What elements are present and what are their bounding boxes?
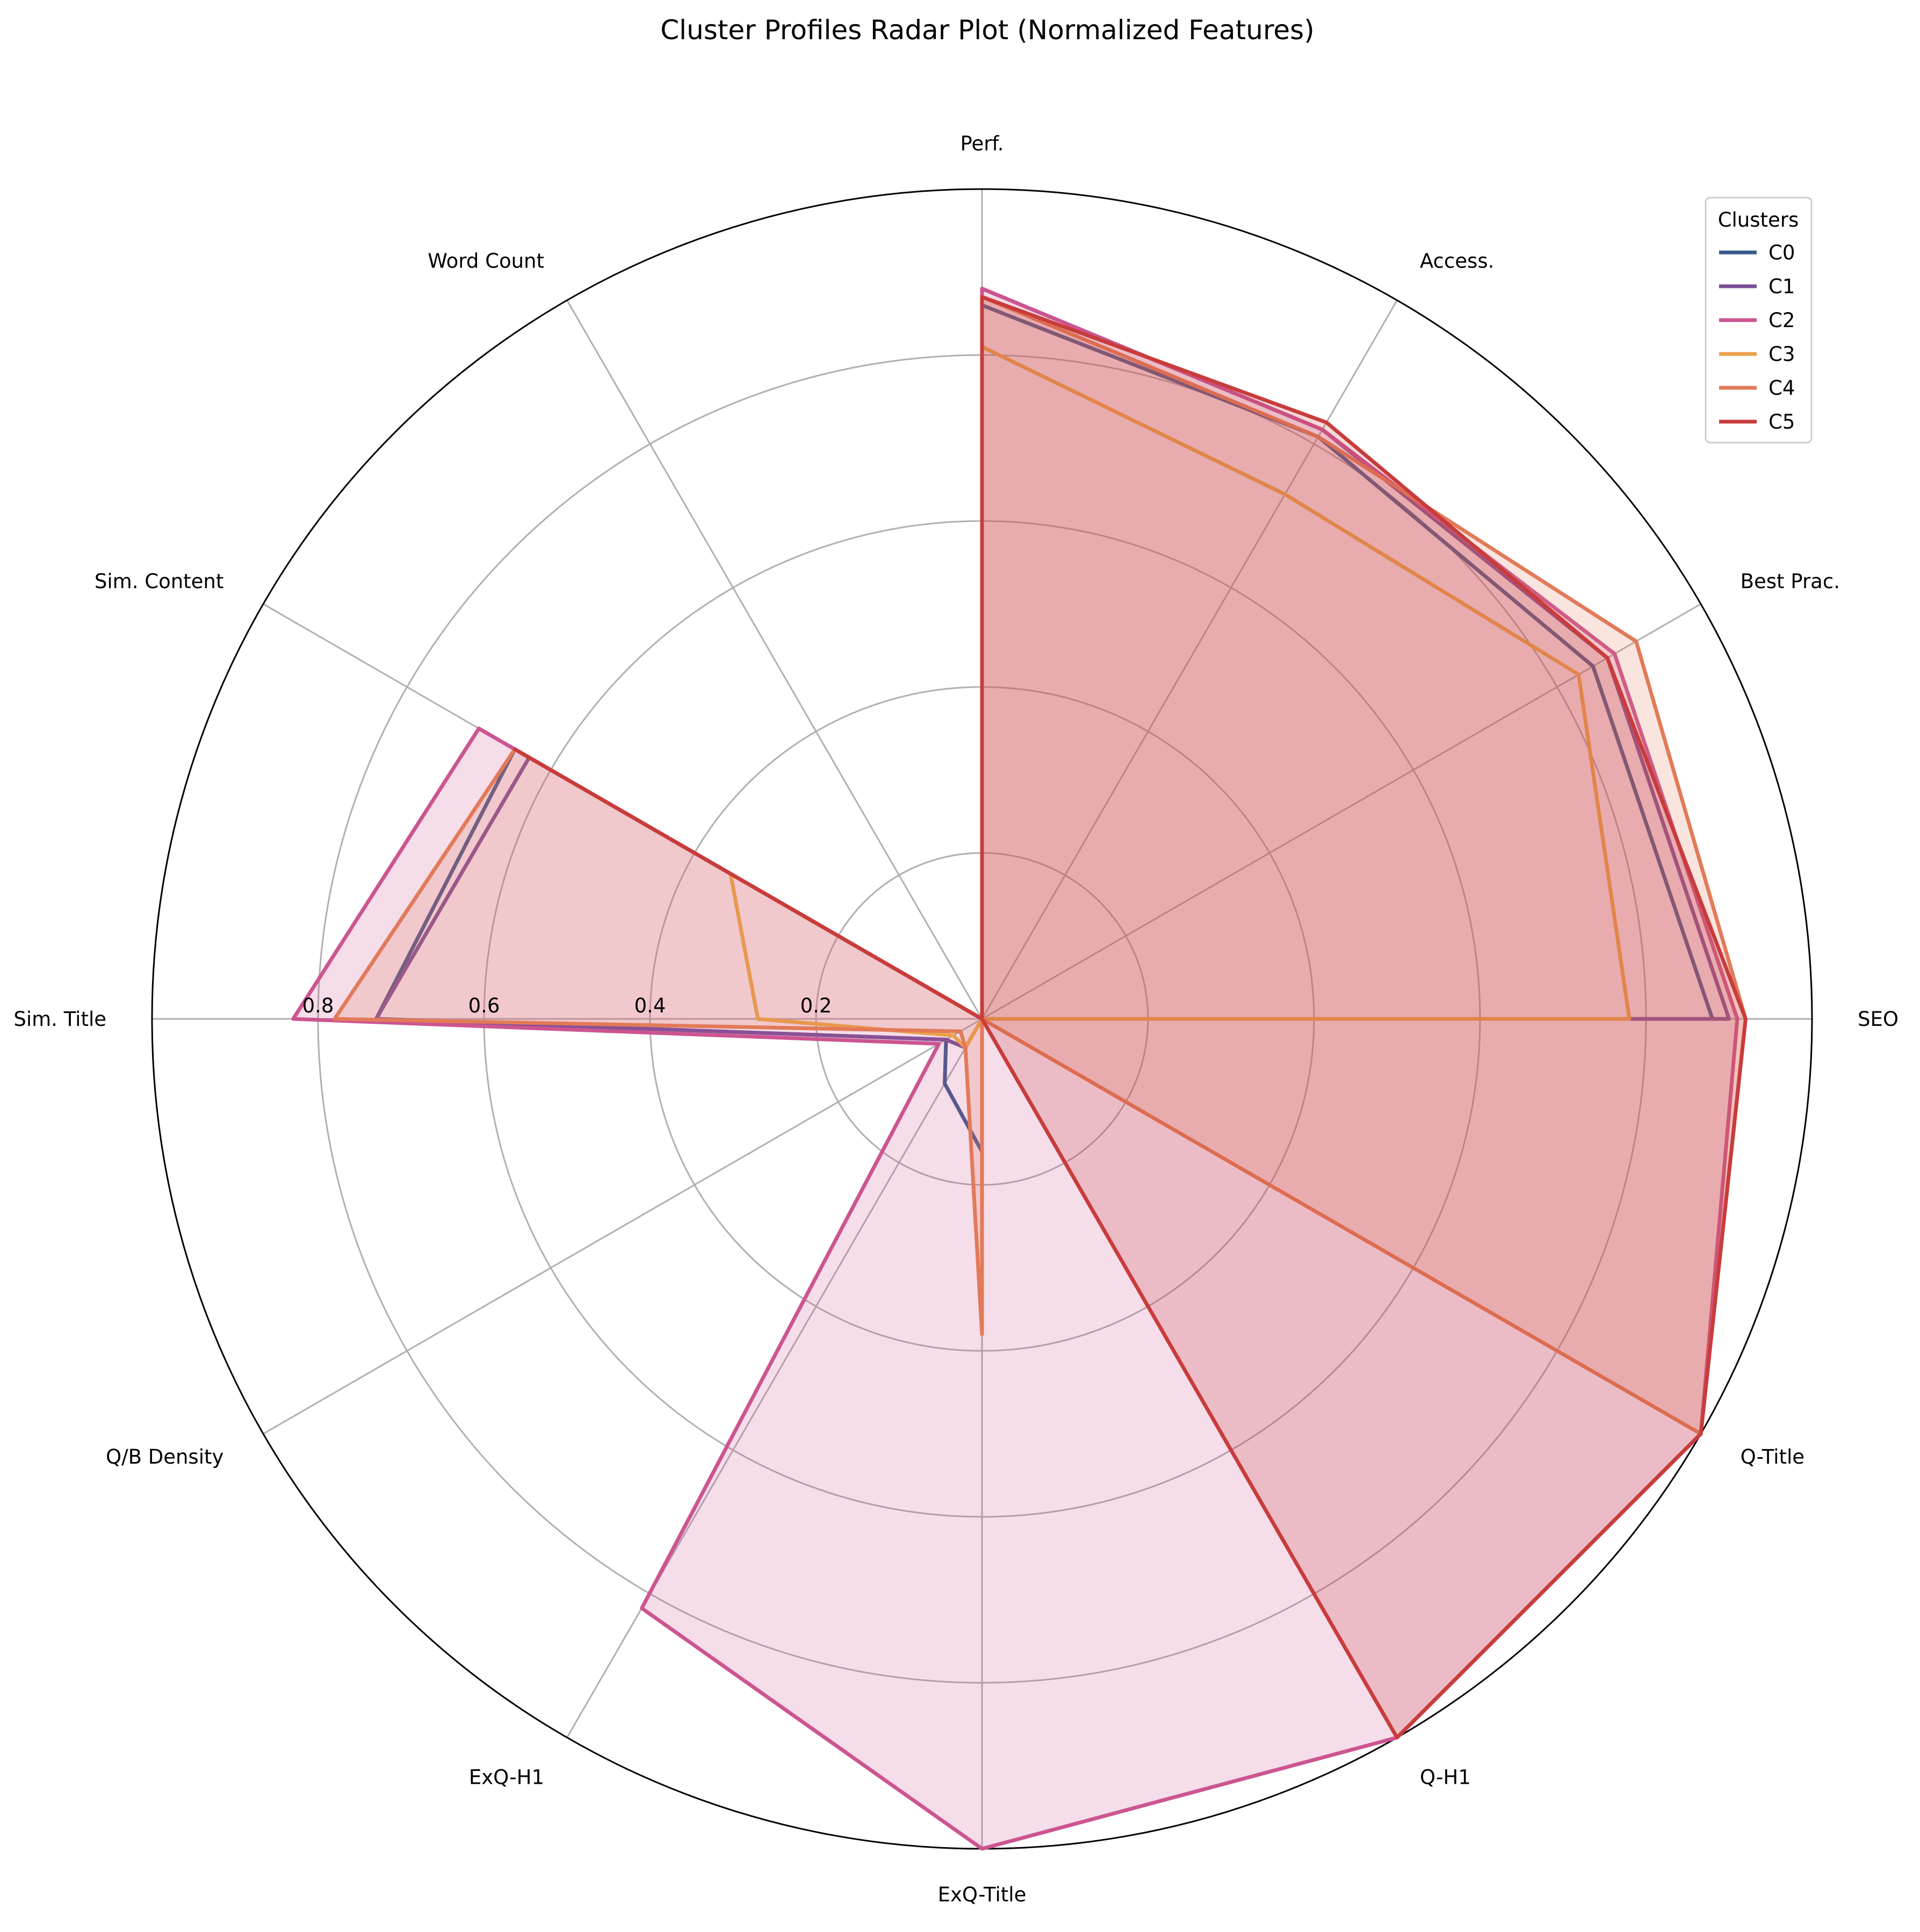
- radar-labels: Perf. Access. Best Prac. SEO Q-Title Q-H1 ExQ-…: [13, 132, 1899, 1906]
- series-line-c2: [291, 286, 1739, 1851]
- axis-label-q-h1: Q-H1: [1420, 1766, 1471, 1789]
- legend-label-c2: C2: [1769, 309, 1795, 332]
- axis-label-sim-content: Sim. Content: [95, 570, 223, 593]
- legend-title: Clusters: [1718, 208, 1799, 231]
- series-fill-c5: [515, 296, 1746, 1738]
- r-tick-label: 0.4: [634, 994, 666, 1017]
- axis-label-q-title: Q-Title: [1741, 1445, 1804, 1468]
- legend-label-c4: C4: [1769, 377, 1795, 400]
- series-fill-c4: [334, 296, 1746, 1434]
- axis-label-exq-h1: ExQ-H1: [469, 1766, 544, 1789]
- axis-label-access: Access.: [1420, 249, 1494, 272]
- series-line-c5: [513, 295, 1748, 1740]
- axis-label-sim-title: Sim. Title: [13, 1008, 106, 1031]
- grid-spoke: [566, 1018, 983, 1738]
- legend: Clusters C0 C1 C2 C3 C4 C5: [1705, 197, 1813, 444]
- r-tick-label: 0.2: [800, 994, 832, 1017]
- legend-label-c1: C1: [1769, 275, 1795, 298]
- axis-label-best-prac: Best Prac.: [1741, 570, 1840, 593]
- grid-spoke: [263, 1018, 983, 1435]
- legend-frame: [1705, 197, 1813, 444]
- r-tick-label: 0.6: [468, 994, 500, 1017]
- axis-label-word-count: Word Count: [428, 249, 544, 272]
- grid-spoke: [981, 603, 1701, 1020]
- axis-label-perf: Perf.: [960, 132, 1004, 155]
- legend-label-c0: C0: [1769, 241, 1795, 264]
- axis-label-exq-title: ExQ-Title: [938, 1883, 1027, 1906]
- r-tick-label: 0.8: [302, 994, 334, 1017]
- legend-label-c5: C5: [1769, 410, 1795, 433]
- axis-label-seo: SEO: [1858, 1008, 1899, 1031]
- grid-spoke: [566, 300, 983, 1019]
- grid-spoke: [981, 300, 1398, 1019]
- axis-label-q-b-density: Q/B Density: [106, 1445, 223, 1468]
- legend-items: C0 C1 C2 C3 C4 C5: [1719, 241, 1795, 433]
- legend-label-c3: C3: [1769, 343, 1795, 366]
- radar-series: [291, 286, 1748, 1851]
- chart-title: Cluster Profiles Radar Plot (Normalized …: [660, 15, 1314, 46]
- series-fill-c2: [293, 288, 1737, 1849]
